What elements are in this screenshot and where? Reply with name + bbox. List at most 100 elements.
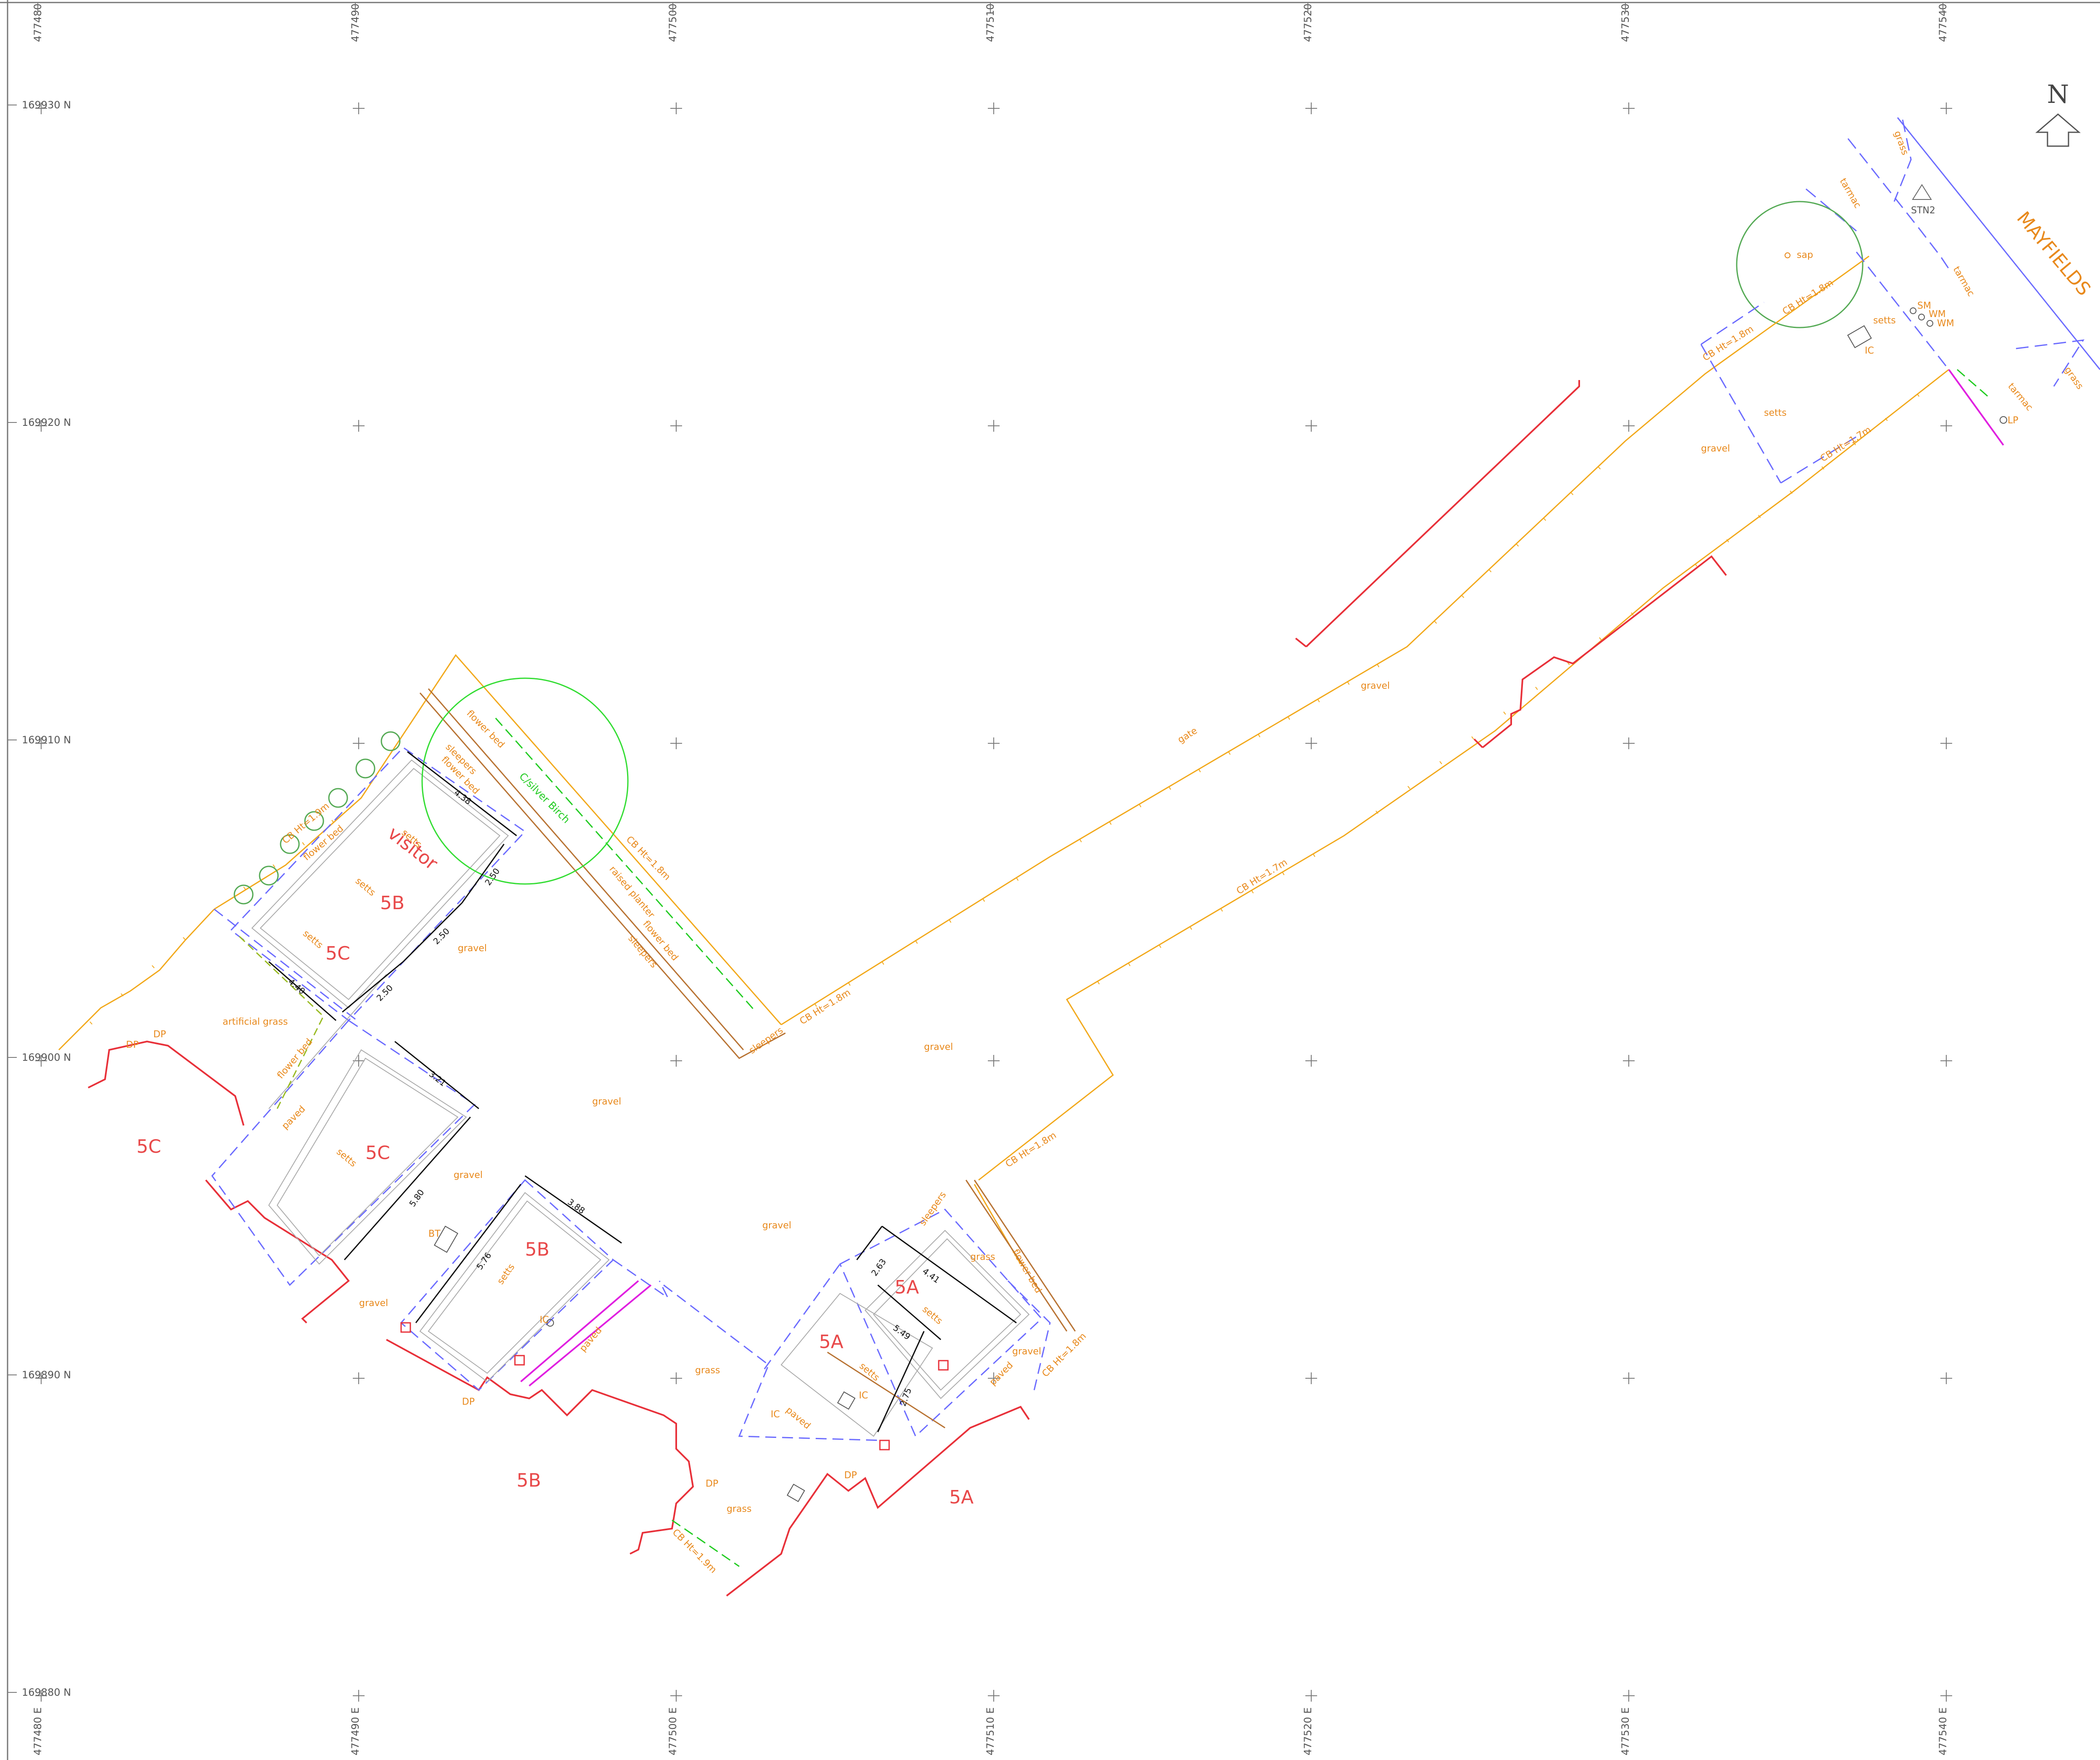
wall-tick <box>1189 926 1192 930</box>
wall-label: CB Ht=1.8m <box>1781 278 1835 317</box>
ic-box-icon <box>787 1484 805 1502</box>
wall-tick <box>1567 662 1570 665</box>
plot-label-5b: 5B <box>525 1239 549 1260</box>
wall-tick <box>882 961 885 965</box>
surface-label: IC <box>859 1390 868 1401</box>
wall-tick <box>1434 621 1437 624</box>
easting-label: 477500 E <box>667 1708 679 1755</box>
northing-label: 169910 N <box>22 734 71 746</box>
easting-label: 477520 E <box>1302 1708 1314 1755</box>
surface-label: gravel <box>1012 1346 1041 1357</box>
surface-label: DP <box>706 1479 718 1489</box>
wall-tick <box>152 965 155 968</box>
wall-tick <box>1079 839 1082 842</box>
surface-label: tarmac <box>1951 265 1977 299</box>
wall-tick <box>1312 853 1315 857</box>
dimension-label: 5.76 <box>474 1251 493 1272</box>
wall-tick <box>1916 393 1920 397</box>
setts-beds <box>251 759 1030 1437</box>
northing-labels-left: 169930 N 169920 N 169910 N 169900 N 1698… <box>22 99 71 1698</box>
surface-label: setts <box>301 928 325 951</box>
surface-label: gate <box>1176 726 1199 745</box>
dimension-label: 3.21 <box>427 1069 448 1088</box>
surface-label: DP <box>153 1029 166 1040</box>
plot-label-5b: 5B <box>517 1470 541 1491</box>
wall-tick <box>1228 751 1231 755</box>
northing-label: 169880 N <box>22 1687 71 1698</box>
wall-ticks <box>89 393 1920 1025</box>
station-label: STN2 <box>1911 205 1935 216</box>
wall-label: CB Ht=1.8m <box>624 834 672 883</box>
wall-tick <box>1598 466 1601 470</box>
easting-labels-top: 477480 E 477490 E 477500 E 477510 E 4775… <box>32 0 1949 42</box>
surface-label: gravel <box>454 1170 483 1180</box>
dimension-label: 3.88 <box>566 1197 587 1216</box>
plot-boundaries <box>211 747 1051 1441</box>
wall-label: CB Ht=1.7m <box>1235 857 1289 897</box>
wall-tick <box>1461 595 1465 598</box>
surface-label: DP <box>126 1040 139 1050</box>
wall-tick <box>1407 786 1410 789</box>
wall-tick <box>1726 539 1729 543</box>
wall-tick <box>1257 734 1260 737</box>
wall-tick <box>949 919 952 923</box>
dimension-lines <box>268 751 1017 1432</box>
surface-label: gravel <box>924 1042 953 1052</box>
surface-label: paved <box>280 1104 308 1132</box>
surface-label: setts <box>920 1304 944 1327</box>
surface-label: artificial grass <box>223 1017 288 1027</box>
northing-label: 169900 N <box>22 1052 71 1063</box>
hedge-lines <box>495 369 1991 1567</box>
surface-label: setts <box>334 1146 358 1169</box>
wall-tick <box>1317 699 1320 703</box>
surface-label: sap <box>1797 250 1813 260</box>
surface-label: setts <box>857 1361 881 1383</box>
surface-label: gravel <box>762 1220 791 1231</box>
dp-icon <box>514 1355 525 1366</box>
wall-tick <box>1159 944 1161 948</box>
surface-label: gravel <box>592 1096 621 1107</box>
surface-label: grass <box>695 1365 720 1376</box>
wall-tick <box>1097 981 1100 985</box>
wall-tick <box>1168 786 1171 790</box>
plot-label-5a: 5A <box>819 1331 843 1353</box>
surface-label: paved <box>988 1360 1016 1388</box>
wall-tick <box>982 898 985 902</box>
northing-label: 169920 N <box>22 417 71 428</box>
wall-label: CB Ht=1.8m <box>1040 1331 1089 1379</box>
wall-tick <box>1599 637 1602 640</box>
surface-label: SM <box>1917 301 1931 311</box>
wall-tick <box>89 1021 93 1025</box>
wall-tick <box>1790 490 1793 494</box>
wall-tick <box>1631 612 1634 616</box>
dp-icon <box>400 1322 411 1333</box>
wall-tick <box>121 993 124 997</box>
magenta-edges <box>520 369 2004 1387</box>
plot-label-5c: 5C <box>326 943 350 964</box>
easting-label: 477510 E <box>984 1708 996 1755</box>
station-marker: STN2 <box>1911 184 1935 216</box>
wall-tick <box>1347 681 1350 685</box>
dp-icon <box>879 1440 890 1450</box>
surface-label: gravel <box>359 1298 388 1309</box>
dimension-label: 2.63 <box>869 1257 888 1278</box>
surface-label: sleepers <box>747 1025 785 1056</box>
surface-label: tarmac <box>1838 177 1863 210</box>
survey-station-icon <box>1912 184 1932 200</box>
visitor-label: visitor <box>383 822 442 874</box>
surface-label: setts <box>1873 315 1896 326</box>
easting-label: 477530 E <box>1620 1708 1631 1755</box>
surface-label: grass <box>727 1504 751 1514</box>
wall-tick <box>1251 890 1254 894</box>
access-dividers <box>1700 252 1950 484</box>
wall-tick <box>1376 810 1378 814</box>
north-arrow: N <box>2035 80 2081 147</box>
tree-trunk-icon <box>1785 252 1790 258</box>
surface-label: DP <box>462 1397 475 1407</box>
dimension-label: 2.50 <box>375 983 395 1003</box>
wall-tick <box>183 937 186 940</box>
wall-tick <box>1016 877 1019 881</box>
plot-label-5c: 5C <box>365 1142 390 1164</box>
surface-label: grass <box>2062 365 2085 391</box>
